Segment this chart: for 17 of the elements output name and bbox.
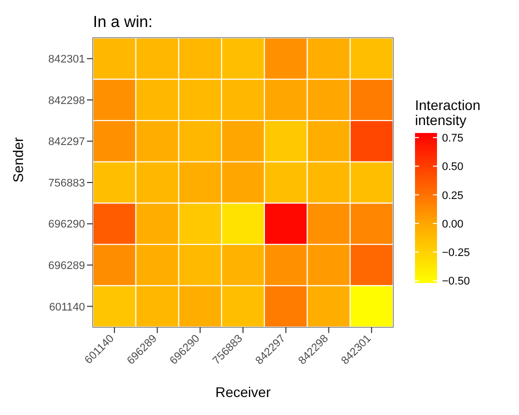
color-bar-label: 0.00 (442, 218, 464, 230)
y-tick-label: 842297 (48, 136, 85, 148)
color-bar-label: −0.25 (442, 247, 470, 260)
color-bar-label: 0.75 (442, 132, 464, 145)
y-tick-label: 842298 (48, 94, 85, 107)
y-tick-label: 842301 (48, 54, 85, 66)
y-tick-label: 601140 (49, 301, 85, 314)
color-bar-label: 0.25 (442, 190, 464, 202)
color-bar-title: Interaction intensity (415, 97, 482, 128)
y-tick-label: 756883 (48, 177, 85, 190)
y-axis-title: Sender (10, 137, 26, 182)
chart-title: In a win: (93, 14, 153, 32)
y-tick-label: 696290 (48, 218, 85, 231)
x-axis-title: Receiver (215, 384, 271, 400)
color-bar-label: 0.50 (442, 161, 464, 174)
y-tick-label: 696289 (48, 260, 85, 272)
color-bar-label: −0.50 (442, 276, 470, 288)
